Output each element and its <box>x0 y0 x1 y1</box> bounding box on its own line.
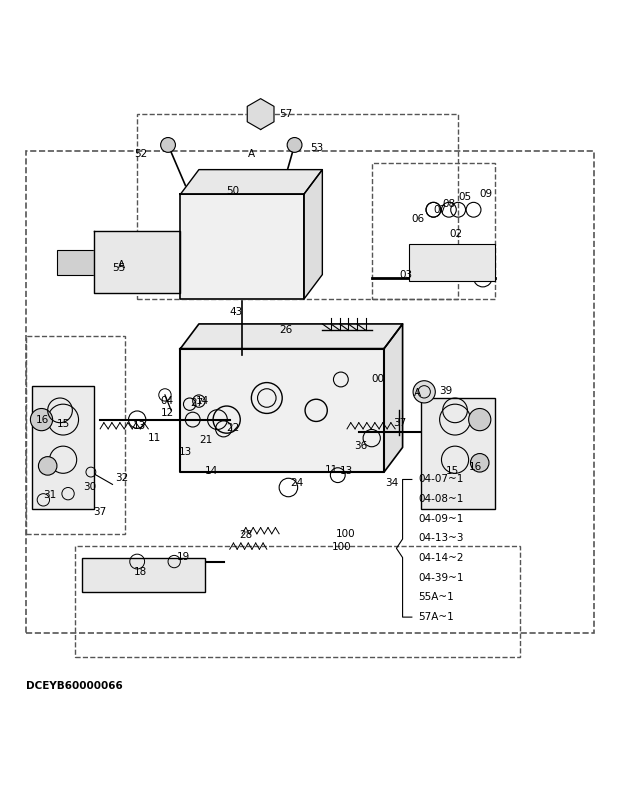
Bar <box>372 163 495 299</box>
Text: 24: 24 <box>290 478 304 488</box>
Text: 14: 14 <box>205 466 218 476</box>
Text: 04-09~1: 04-09~1 <box>418 513 463 524</box>
Text: 22: 22 <box>227 423 240 433</box>
Bar <box>409 244 495 281</box>
Text: 27: 27 <box>190 398 203 408</box>
Circle shape <box>469 408 491 431</box>
Text: 04: 04 <box>161 396 174 406</box>
Bar <box>57 250 94 275</box>
Circle shape <box>38 457 57 475</box>
Text: 15: 15 <box>446 466 459 476</box>
Bar <box>32 385 94 509</box>
Polygon shape <box>304 170 322 299</box>
Polygon shape <box>180 324 402 349</box>
Text: 04-08~1: 04-08~1 <box>418 494 463 504</box>
Circle shape <box>471 454 489 472</box>
Text: 07: 07 <box>433 205 446 215</box>
Text: 18: 18 <box>134 567 148 577</box>
Text: 57: 57 <box>279 109 293 119</box>
Text: 53: 53 <box>310 143 323 153</box>
Bar <box>26 336 125 534</box>
Text: 37: 37 <box>392 418 406 427</box>
Text: 04-14~2: 04-14~2 <box>418 553 464 563</box>
Polygon shape <box>180 170 322 194</box>
Text: 37: 37 <box>93 507 106 517</box>
Polygon shape <box>247 99 274 130</box>
Text: A: A <box>248 149 255 159</box>
Text: 05: 05 <box>458 193 471 202</box>
Text: 11: 11 <box>324 465 338 475</box>
Text: A: A <box>414 388 421 398</box>
Bar <box>26 151 594 633</box>
Text: 39: 39 <box>440 385 453 396</box>
Text: 21: 21 <box>199 435 212 445</box>
Text: 04-07~1: 04-07~1 <box>418 474 463 485</box>
Text: 16: 16 <box>469 462 482 472</box>
Text: 36: 36 <box>355 441 368 451</box>
Bar <box>76 546 520 657</box>
Text: 04-13~3: 04-13~3 <box>418 533 464 544</box>
Text: 43: 43 <box>230 306 243 317</box>
Bar <box>421 398 495 509</box>
Text: 12: 12 <box>161 408 174 419</box>
Circle shape <box>161 138 175 152</box>
Text: 100: 100 <box>332 542 351 552</box>
Text: 08: 08 <box>443 198 456 209</box>
Text: 30: 30 <box>83 482 96 493</box>
Text: 02: 02 <box>449 229 462 240</box>
Polygon shape <box>180 194 304 299</box>
Text: 14: 14 <box>196 396 209 406</box>
Circle shape <box>287 138 302 152</box>
Text: 11: 11 <box>148 433 161 443</box>
Bar <box>137 114 458 299</box>
Text: A: A <box>118 260 125 271</box>
Text: 03: 03 <box>399 270 413 279</box>
Text: 55A~1: 55A~1 <box>418 592 454 603</box>
Circle shape <box>413 380 435 403</box>
Text: 52: 52 <box>134 149 148 159</box>
Bar <box>82 559 205 592</box>
Text: 06: 06 <box>412 214 425 224</box>
Text: 13: 13 <box>179 447 192 458</box>
Circle shape <box>235 279 249 295</box>
Text: 32: 32 <box>115 474 129 483</box>
Polygon shape <box>94 232 180 293</box>
Text: 57A~1: 57A~1 <box>418 612 454 622</box>
Text: 00: 00 <box>372 374 385 384</box>
Text: 15: 15 <box>57 419 70 429</box>
Text: 19: 19 <box>177 552 190 562</box>
Polygon shape <box>384 324 402 472</box>
Text: 09: 09 <box>480 189 493 199</box>
Text: 31: 31 <box>43 490 56 500</box>
Text: 55: 55 <box>112 263 126 273</box>
Text: 13: 13 <box>340 466 353 476</box>
Circle shape <box>30 408 53 431</box>
Text: 16: 16 <box>35 415 48 424</box>
Text: 13: 13 <box>133 421 146 431</box>
Text: 34: 34 <box>385 478 399 488</box>
Text: 100: 100 <box>336 529 355 539</box>
Text: 26: 26 <box>279 325 293 335</box>
Polygon shape <box>180 349 384 472</box>
Text: 28: 28 <box>239 530 252 540</box>
Text: 50: 50 <box>227 186 240 197</box>
Text: DCEYB60000066: DCEYB60000066 <box>26 681 123 691</box>
Text: 04-39~1: 04-39~1 <box>418 573 464 583</box>
